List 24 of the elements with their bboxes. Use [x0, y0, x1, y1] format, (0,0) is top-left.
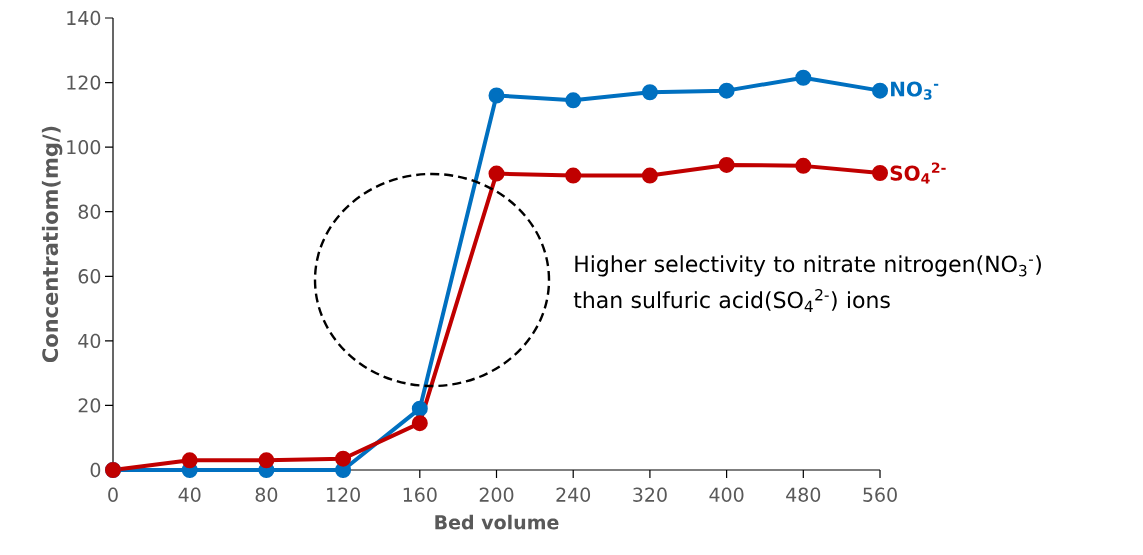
- series-label: SO$_{4}$2-: [890, 162, 946, 184]
- x-axis-title: Bed volume: [435, 514, 559, 530]
- x-tick-label: 40: [178, 487, 201, 502]
- x-tick-label: 560: [863, 487, 897, 502]
- y-tick-label: 100: [67, 139, 101, 155]
- y-tick-label: 20: [78, 398, 101, 413]
- y-axis-title: Concentratiom(mg/): [41, 126, 63, 363]
- y-tick-label: 120: [67, 75, 101, 90]
- y-tick-label: 40: [78, 333, 101, 349]
- x-tick-label: 0: [108, 487, 118, 502]
- x-tick-label: 240: [556, 487, 591, 502]
- series-label: NO$_{3}$-: [891, 81, 939, 100]
- y-tick-label: 140: [67, 10, 101, 26]
- y-tick-label: 0: [90, 462, 101, 478]
- y-tick-label: 80: [78, 204, 101, 219]
- x-tick-label: 400: [709, 487, 744, 502]
- x-tick-label: 120: [327, 487, 360, 502]
- x-tick-label: 80: [255, 487, 278, 502]
- x-tick-label: 160: [403, 487, 437, 502]
- text: Higher selectivity to nitrate nitrogen(NO$_{3}$$^{-}$) than sulfuric acid(SO$_{4}$$^{2-}$) ions: [573, 255, 1041, 312]
- x-tick-label: 320: [633, 487, 667, 502]
- x-tick-label: 200: [479, 487, 514, 502]
- x-tick-label: 480: [786, 487, 821, 502]
- y-tick-label: 60: [78, 269, 101, 284]
